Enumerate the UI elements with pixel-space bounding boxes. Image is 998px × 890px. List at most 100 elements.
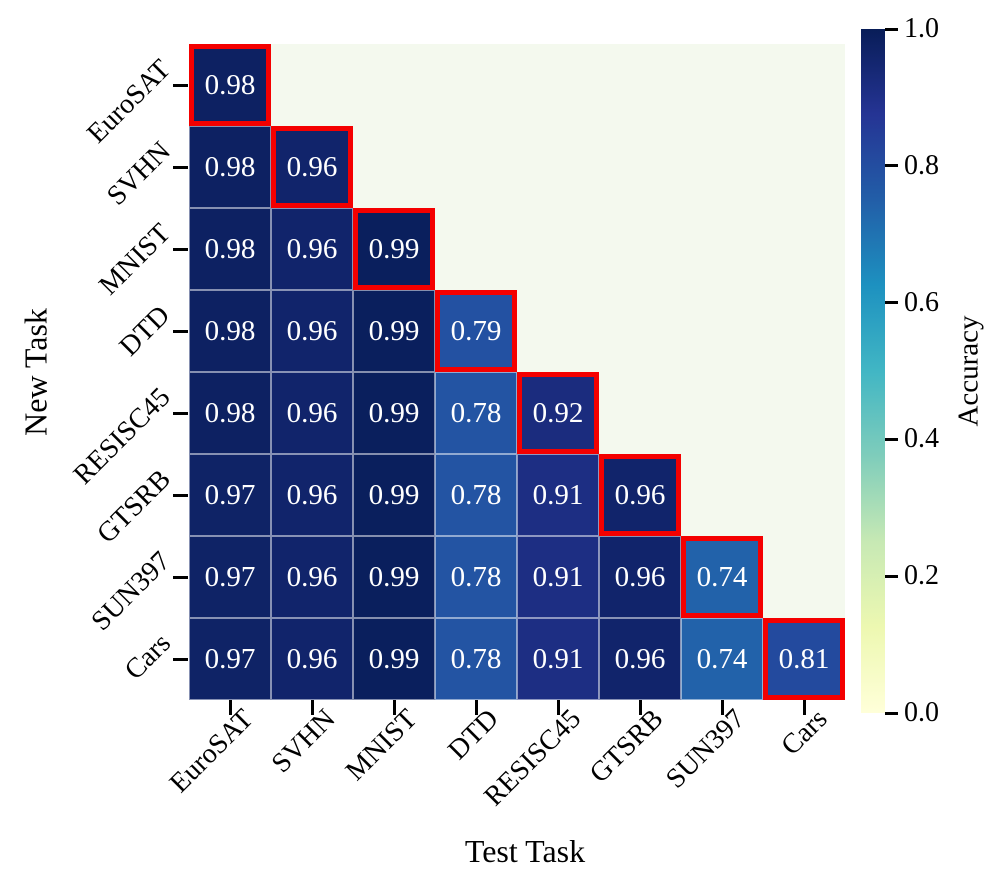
heatmap-cell: 0.99 (353, 618, 435, 700)
colorbar-tick-label: 1.0 (904, 13, 939, 44)
heatmap-cell-diagonal: 0.99 (353, 208, 435, 290)
y-tick-label: SUN397 (85, 545, 177, 637)
x-axis-title: Test Task (464, 833, 586, 869)
heatmap-cell-value: 0.97 (204, 478, 256, 511)
heatmap-cell: 0.96 (271, 536, 353, 618)
heatmap-cell-value: 0.99 (368, 642, 420, 675)
heatmap-cell-value: 0.91 (532, 478, 584, 511)
heatmap-cell-diagonal: 0.81 (763, 618, 845, 700)
colorbar-tick-label: 0.6 (904, 286, 939, 318)
y-tick-label: SVHN (100, 135, 177, 212)
colorbar-tick-label: 0.0 (904, 697, 939, 728)
colorbar-gradient (861, 29, 885, 713)
heatmap-cell: 0.99 (353, 536, 435, 618)
heatmap-cell: 0.78 (435, 372, 517, 454)
heatmap-cell-value: 0.78 (450, 396, 502, 429)
x-tick-mark (228, 700, 232, 715)
y-tick-mark (173, 329, 188, 333)
colorbar-label: Accuracy (952, 315, 985, 427)
heatmap-cell: 0.99 (353, 372, 435, 454)
heatmap-cell-value: 0.78 (450, 560, 502, 593)
x-tick-mark (802, 700, 806, 715)
heatmap-cell-value: 0.98 (204, 396, 256, 429)
heatmap-cell-value: 0.96 (614, 478, 666, 511)
colorbar-tick-mark (885, 574, 898, 578)
heatmap-cell: 0.96 (271, 372, 353, 454)
heatmap-cell-value: 0.79 (450, 314, 502, 347)
x-tick-mark (638, 700, 642, 715)
y-tick-label: GTSRB (90, 463, 177, 550)
heatmap-cell-value: 0.96 (286, 642, 338, 675)
heatmap-cell: 0.98 (189, 126, 271, 208)
y-tick-label: EuroSAT (80, 53, 177, 150)
heatmap-cell: 0.96 (271, 454, 353, 536)
y-tick-label: DTD (113, 299, 177, 363)
heatmap-cell-diagonal: 0.92 (517, 372, 599, 454)
heatmap-cell-diagonal: 0.74 (681, 536, 763, 618)
y-tick-mark (173, 83, 188, 87)
heatmap-cell: 0.91 (517, 454, 599, 536)
heatmap-cell-diagonal: 0.96 (271, 126, 353, 208)
heatmap-cell-value: 0.98 (204, 150, 256, 183)
heatmap-cell: 0.96 (271, 208, 353, 290)
colorbar-tick-mark (885, 27, 898, 31)
x-tick-mark (720, 700, 724, 715)
heatmap-cell: 0.97 (189, 536, 271, 618)
heatmap-cell-diagonal: 0.96 (599, 454, 681, 536)
heatmap-cell: 0.96 (271, 290, 353, 372)
colorbar-tick-mark (885, 711, 898, 715)
x-tick-label: SVHN (265, 703, 342, 780)
heatmap-cell-value: 0.91 (532, 560, 584, 593)
heatmap-cell-value: 0.96 (286, 150, 338, 183)
x-tick-mark (474, 700, 478, 715)
x-tick-label: GTSRB (583, 703, 670, 790)
x-tick-label: Cars (774, 703, 834, 762)
heatmap-cell-value: 0.96 (286, 314, 338, 347)
heatmap-cell-value: 0.98 (204, 232, 256, 265)
heatmap-cell-value: 0.74 (696, 560, 748, 593)
heatmap-cell-value: 0.96 (286, 232, 338, 265)
heatmap-cell: 0.98 (189, 208, 271, 290)
y-tick-mark (173, 493, 188, 497)
x-tick-mark (556, 700, 560, 715)
heatmap-cell: 0.98 (189, 290, 271, 372)
heatmap-cell: 0.96 (599, 536, 681, 618)
x-tick-mark (392, 700, 396, 715)
y-tick-label: Cars (118, 627, 177, 686)
heatmap-cell: 0.97 (189, 618, 271, 700)
colorbar-tick-mark (885, 437, 898, 441)
heatmap-cell-value: 0.98 (204, 68, 256, 101)
heatmap-cell-value: 0.99 (368, 314, 420, 347)
y-tick-mark (173, 247, 188, 251)
heatmap-cell-diagonal: 0.98 (189, 44, 271, 126)
y-tick-mark (173, 411, 188, 415)
heatmap-cell-value: 0.96 (286, 396, 338, 429)
heatmap-cell-value: 0.99 (368, 396, 420, 429)
colorbar-tick-mark (885, 301, 898, 305)
heatmap-cell: 0.74 (681, 618, 763, 700)
heatmap-cell: 0.78 (435, 454, 517, 536)
heatmap-cell-value: 0.98 (204, 314, 256, 347)
y-tick-mark (173, 657, 188, 661)
heatmap-cell-value: 0.99 (368, 232, 420, 265)
heatmap-cell-value: 0.99 (368, 560, 420, 593)
heatmap-cell: 0.91 (517, 536, 599, 618)
y-tick-label: MNIST (93, 217, 177, 302)
heatmap-cell-diagonal: 0.79 (435, 290, 517, 372)
colorbar-tick-mark (885, 164, 898, 168)
heatmap-cell-value: 0.96 (614, 642, 666, 675)
heatmap-cell: 0.99 (353, 454, 435, 536)
heatmap-cell: 0.99 (353, 290, 435, 372)
heatmap-cell: 0.96 (271, 618, 353, 700)
heatmap-cell-value: 0.74 (696, 642, 748, 675)
y-axis-title: New Task (17, 308, 54, 436)
heatmap-cell: 0.78 (435, 618, 517, 700)
heatmap-cell-value: 0.96 (614, 560, 666, 593)
x-tick-label: SUN397 (659, 703, 752, 795)
heatmap-cell-value: 0.91 (532, 642, 584, 675)
heatmap-cell-value: 0.99 (368, 478, 420, 511)
y-tick-mark (173, 165, 188, 169)
colorbar-tick-label: 0.4 (904, 423, 939, 455)
heatmap-cell-value: 0.81 (778, 642, 830, 675)
heatmap-cell: 0.97 (189, 454, 271, 536)
